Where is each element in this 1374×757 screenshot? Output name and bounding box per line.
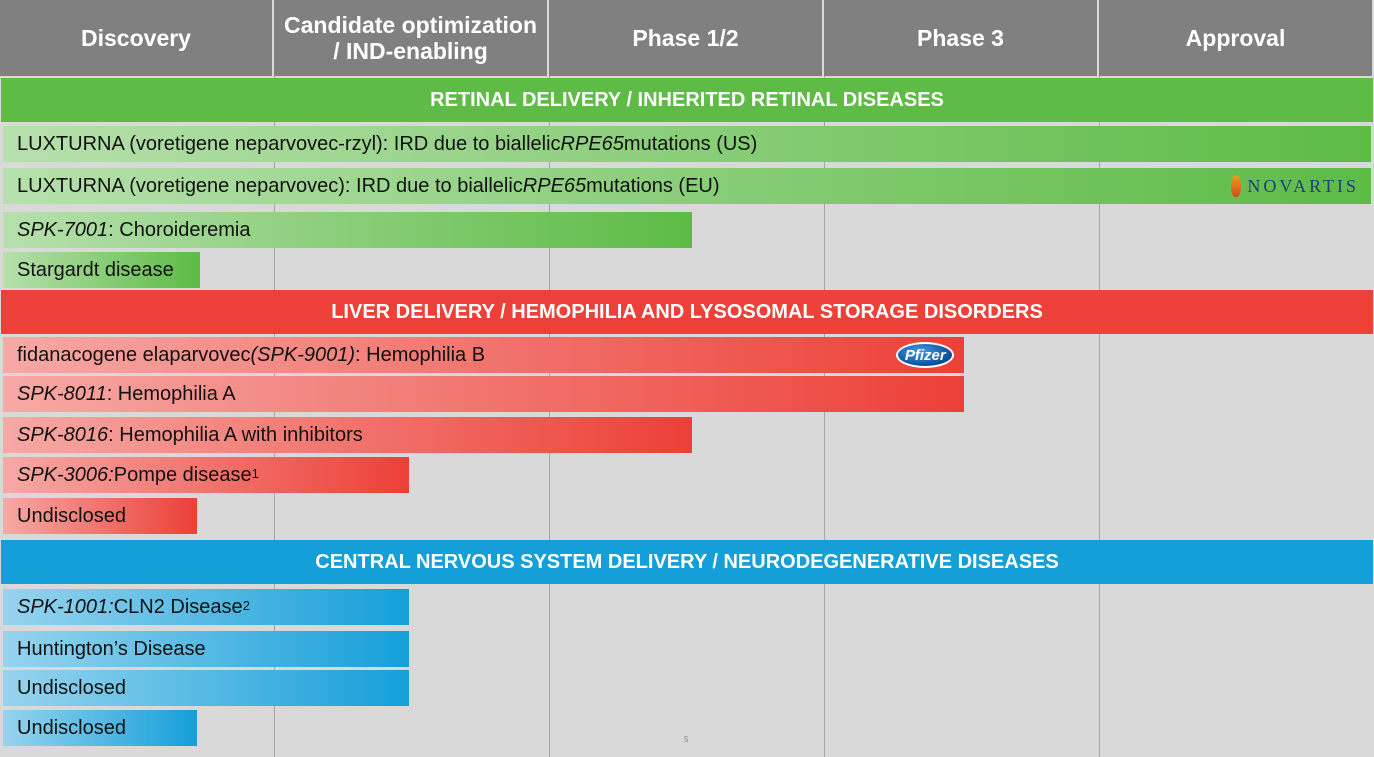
program-label-part: : Hemophilia A with inhibitors [108, 423, 363, 446]
program-bar: SPK-8016: Hemophilia A with inhibitors [3, 417, 692, 453]
pfizer-logo-icon: Pfizer [896, 342, 955, 368]
program-label-part: LUXTURNA (voretigene neparvovec): IRD du… [17, 174, 523, 197]
program-label-part: RPE65 [522, 174, 587, 197]
stage-header: Phase 1/2 [549, 0, 824, 76]
footnote-marker: 2 [242, 597, 250, 613]
program-label-part: Huntington’s Disease [17, 637, 206, 660]
program-bar: Undisclosed [3, 710, 198, 746]
program-bar: SPK-7001: Choroideremia [3, 212, 692, 248]
footnote-marker: 1 [251, 465, 259, 481]
novartis-logo-icon: NOVARTIS [1231, 175, 1359, 197]
program-label-part: SPK-8011 [17, 382, 107, 405]
program-label-part: Stargardt disease [17, 258, 174, 281]
program-bar: SPK-8011: Hemophilia A [3, 376, 965, 412]
program-label-part: SPK-3006: [17, 463, 114, 486]
program-bar: fidanacogene elaparvovec (SPK-9001): Hem… [3, 337, 965, 373]
stage-header: Discovery [0, 0, 274, 76]
program-label-part: SPK-8016 [17, 423, 109, 446]
program-label-part: : Choroideremia [108, 218, 251, 241]
program-bar: Huntington’s Disease [3, 631, 409, 667]
stage-header: Approval [1099, 0, 1374, 76]
section-band: LIVER DELIVERY / HEMOPHILIA AND LYSOSOMA… [1, 290, 1373, 334]
program-bar: LUXTURNA (voretigene neparvovec-rzyl): I… [3, 126, 1371, 162]
stage-header: Phase 3 [824, 0, 1099, 76]
program-label-part: RPE65 [560, 132, 624, 155]
program-label-part: CLN2 Disease [113, 595, 243, 618]
stage-header: Candidate optimization / IND-enabling [274, 0, 549, 76]
program-label-part: Undisclosed [17, 676, 126, 699]
program-label-part: : Hemophilia A [106, 382, 236, 405]
program-label-part: : Hemophilia B [355, 343, 486, 366]
page-number: 5 [684, 735, 689, 744]
program-bar: Undisclosed [3, 670, 409, 706]
column-divider [1099, 0, 1100, 757]
program-bar: Undisclosed [3, 498, 198, 534]
program-label-part: SPK-1001: [17, 595, 114, 618]
program-label-part: SPK-7001 [17, 218, 109, 241]
program-label-part: Pompe disease [113, 463, 252, 486]
program-label-part: (SPK-9001) [250, 343, 356, 366]
program-label-part: mutations (EU) [586, 174, 720, 197]
program-bar: SPK-1001: CLN2 Disease 2 [3, 589, 409, 625]
section-band: RETINAL DELIVERY / INHERITED RETINAL DIS… [1, 78, 1373, 122]
program-bar: Stargardt disease [3, 252, 201, 288]
program-label-part: LUXTURNA (voretigene neparvovec-rzyl): I… [17, 132, 561, 155]
program-label-part: Undisclosed [17, 716, 126, 739]
program-bar: LUXTURNA (voretigene neparvovec): IRD du… [3, 168, 1371, 204]
program-label-part: fidanacogene elaparvovec [17, 343, 251, 366]
program-bar: SPK-3006: Pompe disease 1 [3, 457, 409, 493]
section-band: CENTRAL NERVOUS SYSTEM DELIVERY / NEUROD… [1, 540, 1373, 584]
program-label-part: mutations (US) [623, 132, 758, 155]
program-label-part: Undisclosed [17, 504, 126, 527]
novartis-wordmark: NOVARTIS [1247, 175, 1359, 196]
flame-icon [1231, 175, 1242, 197]
